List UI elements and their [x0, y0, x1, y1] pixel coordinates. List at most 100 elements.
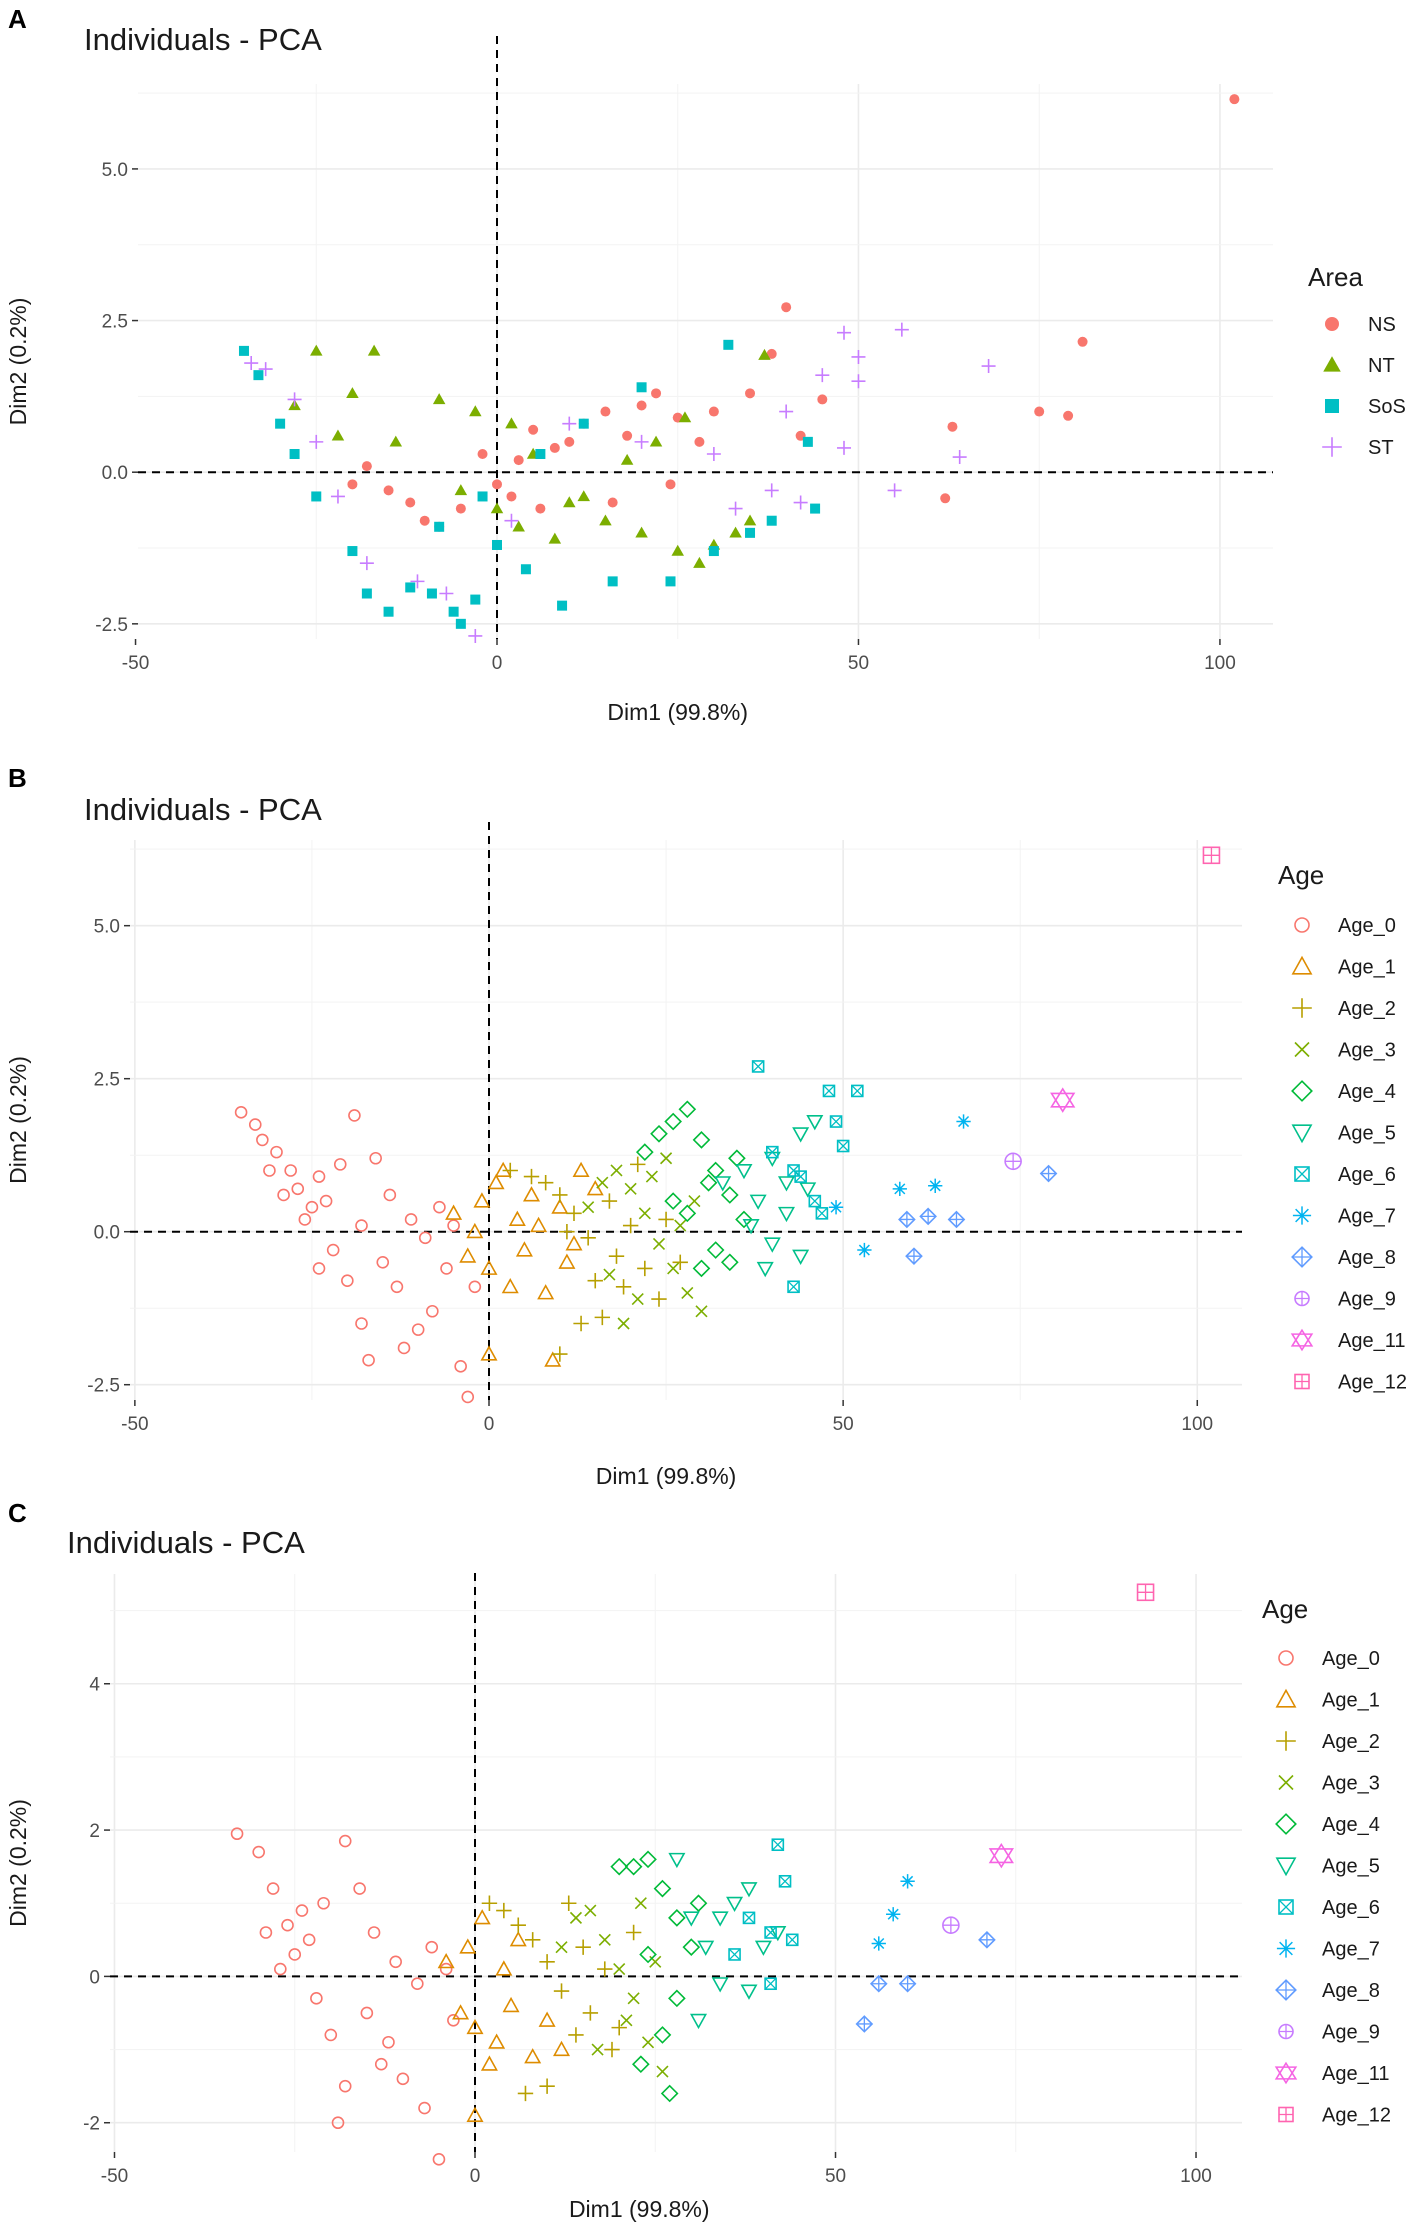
x-tick-label: 50 — [825, 2166, 846, 2187]
data-point — [787, 1280, 800, 1294]
data-point — [575, 1939, 591, 1955]
grid — [110, 1574, 1242, 2152]
data-point — [607, 576, 618, 587]
legend-label: NS — [1368, 314, 1396, 336]
data-point — [298, 1213, 312, 1226]
data-point — [708, 406, 719, 417]
x-axis-label: Dim1 (99.8%) — [569, 2196, 710, 2222]
data-point — [256, 1133, 269, 1147]
data-point — [620, 453, 634, 465]
data-point — [1039, 1164, 1058, 1183]
data-point — [636, 400, 647, 411]
series-sos — [238, 339, 821, 629]
data-point — [603, 1268, 616, 1281]
data-point — [461, 1390, 475, 1404]
data-point — [613, 1963, 626, 1976]
data-point — [248, 1118, 262, 1131]
data-point — [668, 1852, 686, 1869]
series-age-0 — [230, 1827, 460, 2166]
legend-label: Age_3 — [1338, 1040, 1396, 1062]
data-point — [598, 1933, 611, 1946]
data-point — [615, 1279, 632, 1295]
data-point — [745, 388, 756, 399]
data-point — [281, 1918, 294, 1932]
data-point — [630, 1156, 646, 1173]
data-point — [607, 497, 618, 508]
legend-key — [1278, 1650, 1294, 1666]
data-point — [610, 1857, 629, 1876]
data-point — [508, 1210, 526, 1226]
data-point — [604, 2041, 620, 2058]
data-point — [291, 1182, 305, 1196]
legend-item: NS — [1325, 314, 1396, 336]
data-point — [452, 2004, 470, 2020]
data-point — [433, 1200, 446, 1214]
x-axis-label: Dim1 (99.8%) — [596, 1463, 737, 1489]
data-point — [956, 1114, 971, 1129]
data-point — [537, 1284, 555, 1300]
y-axis-label: Dim2 (0.2%) — [5, 298, 31, 426]
data-point — [480, 1259, 498, 1275]
data-point — [887, 483, 902, 498]
data-point — [777, 1206, 795, 1223]
data-point — [617, 1317, 630, 1330]
legend-key — [1292, 1206, 1312, 1225]
y-tick-label: 2.5 — [102, 312, 128, 333]
data-point — [361, 461, 372, 472]
data-point — [230, 1827, 244, 1841]
data-point — [319, 1194, 333, 1208]
data-point — [745, 527, 756, 538]
data-point — [538, 2011, 556, 2027]
legend-key — [1292, 998, 1312, 1018]
data-point — [631, 1292, 644, 1306]
data-point — [988, 1842, 1014, 1869]
data-point — [653, 1879, 672, 1898]
panel-c: C Individuals - PCA -50 0 50 100 -2 0 2 4 Dim1 (99… — [5, 1498, 1391, 2222]
data-point — [490, 502, 504, 514]
data-point — [492, 479, 502, 490]
data-point — [310, 1992, 323, 2005]
y-tick-label: 2 — [89, 1821, 100, 1842]
data-point — [751, 1060, 765, 1073]
legend-item: Age_0 — [1278, 1648, 1380, 1670]
data-point — [674, 1219, 687, 1232]
legend-key — [1291, 1246, 1313, 1268]
data-point — [459, 1247, 477, 1263]
x-tick-label: -50 — [122, 653, 149, 674]
data-point — [952, 450, 967, 465]
data-point — [792, 1127, 810, 1143]
panel-letter: A — [8, 4, 27, 34]
data-point — [697, 1940, 715, 1956]
data-point — [578, 418, 589, 429]
data-point — [244, 356, 259, 371]
data-point — [689, 1894, 708, 1913]
data-point — [779, 404, 794, 419]
data-point — [905, 1247, 923, 1266]
data-point — [396, 2072, 410, 2086]
data-point — [426, 588, 437, 599]
data-point — [563, 496, 576, 508]
data-point — [376, 1255, 390, 1269]
data-point — [668, 1909, 686, 1927]
legend-title: Age — [1262, 1594, 1308, 1624]
data-point — [390, 1280, 404, 1294]
data-point — [569, 1911, 583, 1924]
data-point — [886, 1907, 901, 1922]
data-point — [539, 2078, 555, 2094]
data-point — [466, 1222, 484, 1239]
legend-item: Age_12 — [1278, 2105, 1391, 2127]
data-point — [502, 1162, 518, 1179]
data-point — [728, 1149, 746, 1168]
data-point — [566, 1205, 582, 1222]
legend-key — [1294, 1373, 1310, 1390]
data-point — [580, 1230, 596, 1246]
series-age-6 — [728, 1838, 799, 1991]
data-point — [432, 393, 446, 405]
data-point — [572, 1161, 590, 1178]
data-point — [504, 513, 519, 528]
data-point — [288, 1948, 302, 1961]
data-point — [756, 1261, 774, 1278]
legend-key — [1291, 1080, 1313, 1102]
data-point — [561, 1895, 577, 1911]
data-point — [405, 497, 416, 508]
